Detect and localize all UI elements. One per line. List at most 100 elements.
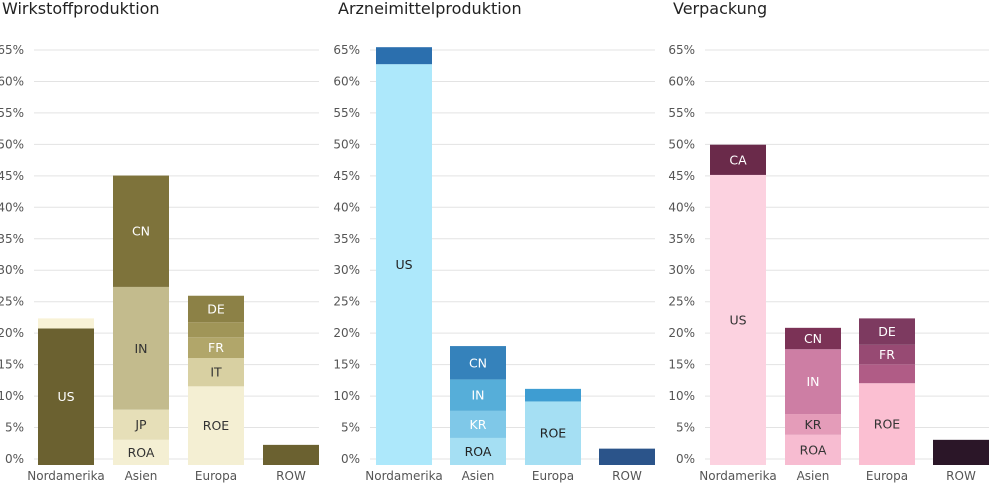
bar-segment — [859, 383, 915, 465]
bar-segment — [933, 439, 989, 465]
x-category-label: Europa — [532, 469, 574, 483]
bar-segment-label: DE — [207, 301, 225, 316]
y-tick-label: 35% — [0, 232, 24, 246]
bar-segment-label: ROA — [128, 445, 155, 460]
bar-segment-label: JP — [134, 417, 147, 432]
y-tick-label: 60% — [668, 74, 695, 88]
y-tick-label: 5% — [676, 421, 695, 435]
bar-segment-label: DE — [878, 324, 896, 339]
bar-segment — [785, 349, 841, 415]
bar-segment — [450, 437, 506, 465]
y-tick-label: 45% — [333, 169, 360, 183]
y-tick-label: 50% — [668, 137, 695, 151]
y-tick-label: 65% — [668, 43, 695, 57]
bar-segment — [785, 414, 841, 435]
y-tick-label: 15% — [0, 358, 24, 372]
x-category-label: ROW — [612, 469, 642, 483]
bar-segment — [710, 174, 766, 465]
bar-segment — [113, 286, 169, 410]
bar-segment-label: KR — [470, 417, 487, 432]
x-category-label: Nordamerika — [365, 469, 442, 483]
bar-segment — [599, 448, 655, 465]
y-tick-label: 35% — [668, 232, 695, 246]
x-category-label: Asien — [125, 469, 158, 483]
y-tick-label: 60% — [333, 74, 360, 88]
chart-panel-0: Wirkstoffproduktion 0% 5% 10% 15% 20% 25% 30% 35… — [0, 0, 319, 483]
y-tick-label: 15% — [668, 358, 695, 372]
y-tick-label: 60% — [0, 74, 24, 88]
y-tick-label: 15% — [333, 358, 360, 372]
y-tick-label: 10% — [0, 389, 24, 403]
bar-segment-label: ROA — [800, 442, 827, 457]
bar-segment — [113, 439, 169, 465]
y-tick-label: 35% — [333, 232, 360, 246]
y-tick-label: 30% — [333, 263, 360, 277]
bar-segment-label: US — [57, 389, 74, 404]
bar-segment — [785, 434, 841, 465]
y-tick-label: 55% — [0, 106, 24, 120]
bar-segment — [785, 327, 841, 350]
chart-panel-1: Arzneimittelproduktion 0% 5% 10% 15% 20% 25% 30… — [333, 0, 655, 483]
bar-segment-label: ROE — [540, 426, 567, 441]
bar-segment — [38, 318, 94, 329]
bar-segment-label: IN — [806, 374, 819, 389]
bar-segment — [450, 346, 506, 380]
bar-segment — [525, 388, 581, 402]
bar-segment — [450, 410, 506, 438]
y-tick-label: 20% — [333, 326, 360, 340]
bar-segment-label: US — [395, 257, 412, 272]
bar-segment — [450, 379, 506, 411]
bar-segment-label: KR — [805, 417, 822, 432]
bar-segment — [188, 358, 244, 387]
bar-segment-label: FR — [879, 347, 895, 362]
x-category-label: Nordamerika — [27, 469, 104, 483]
bar-segment — [188, 295, 244, 323]
y-tick-label: 25% — [0, 295, 24, 309]
y-tick-label: 45% — [0, 169, 24, 183]
y-tick-label: 50% — [333, 137, 360, 151]
x-category-label: ROW — [276, 469, 306, 483]
y-tick-label: 5% — [5, 421, 24, 435]
bar-segment — [859, 318, 915, 345]
chart-title: Verpackung — [673, 0, 767, 18]
bar-segment — [188, 386, 244, 465]
bar-segment-label: IN — [134, 341, 147, 356]
bar-segment — [376, 47, 432, 65]
bar-segment — [188, 337, 244, 359]
bar-segment-label: CA — [729, 152, 747, 167]
bar-segment — [113, 409, 169, 440]
chart-title: Arzneimittelproduktion — [338, 0, 522, 18]
bar-segment — [710, 144, 766, 175]
y-tick-label: 5% — [341, 421, 360, 435]
y-tick-label: 30% — [0, 263, 24, 277]
bar-segment-label: ROE — [874, 417, 901, 432]
y-tick-label: 65% — [333, 43, 360, 57]
y-tick-label: 55% — [333, 106, 360, 120]
y-tick-label: 0% — [5, 452, 24, 466]
y-tick-label: 50% — [0, 137, 24, 151]
y-tick-label: 40% — [0, 200, 24, 214]
bar-segment — [263, 444, 319, 465]
x-category-label: Europa — [866, 469, 908, 483]
y-tick-label: 0% — [341, 452, 360, 466]
y-tick-label: 20% — [0, 326, 24, 340]
x-category-label: Nordamerika — [699, 469, 776, 483]
y-tick-label: 45% — [668, 169, 695, 183]
y-tick-label: 25% — [333, 295, 360, 309]
bar-segment — [188, 322, 244, 338]
y-tick-label: 65% — [0, 43, 24, 57]
x-category-label: Asien — [462, 469, 495, 483]
chart-panel-2: Verpackung 0% 5% 10% 15% 20% 25% 30% 35% 40% 45% 50… — [668, 0, 989, 483]
bar-segment-label: IT — [210, 365, 222, 380]
chart-title: Wirkstoffproduktion — [2, 0, 160, 18]
bar-segment — [859, 344, 915, 365]
bar-segment-label: FR — [208, 340, 224, 355]
bar-segment-label: IN — [471, 388, 484, 403]
y-tick-label: 40% — [333, 200, 360, 214]
bar-segment-label: CN — [132, 224, 150, 239]
x-category-label: Europa — [195, 469, 237, 483]
y-tick-label: 30% — [668, 263, 695, 277]
bar-segment-label: CN — [469, 355, 487, 370]
bar-segment — [38, 328, 94, 465]
